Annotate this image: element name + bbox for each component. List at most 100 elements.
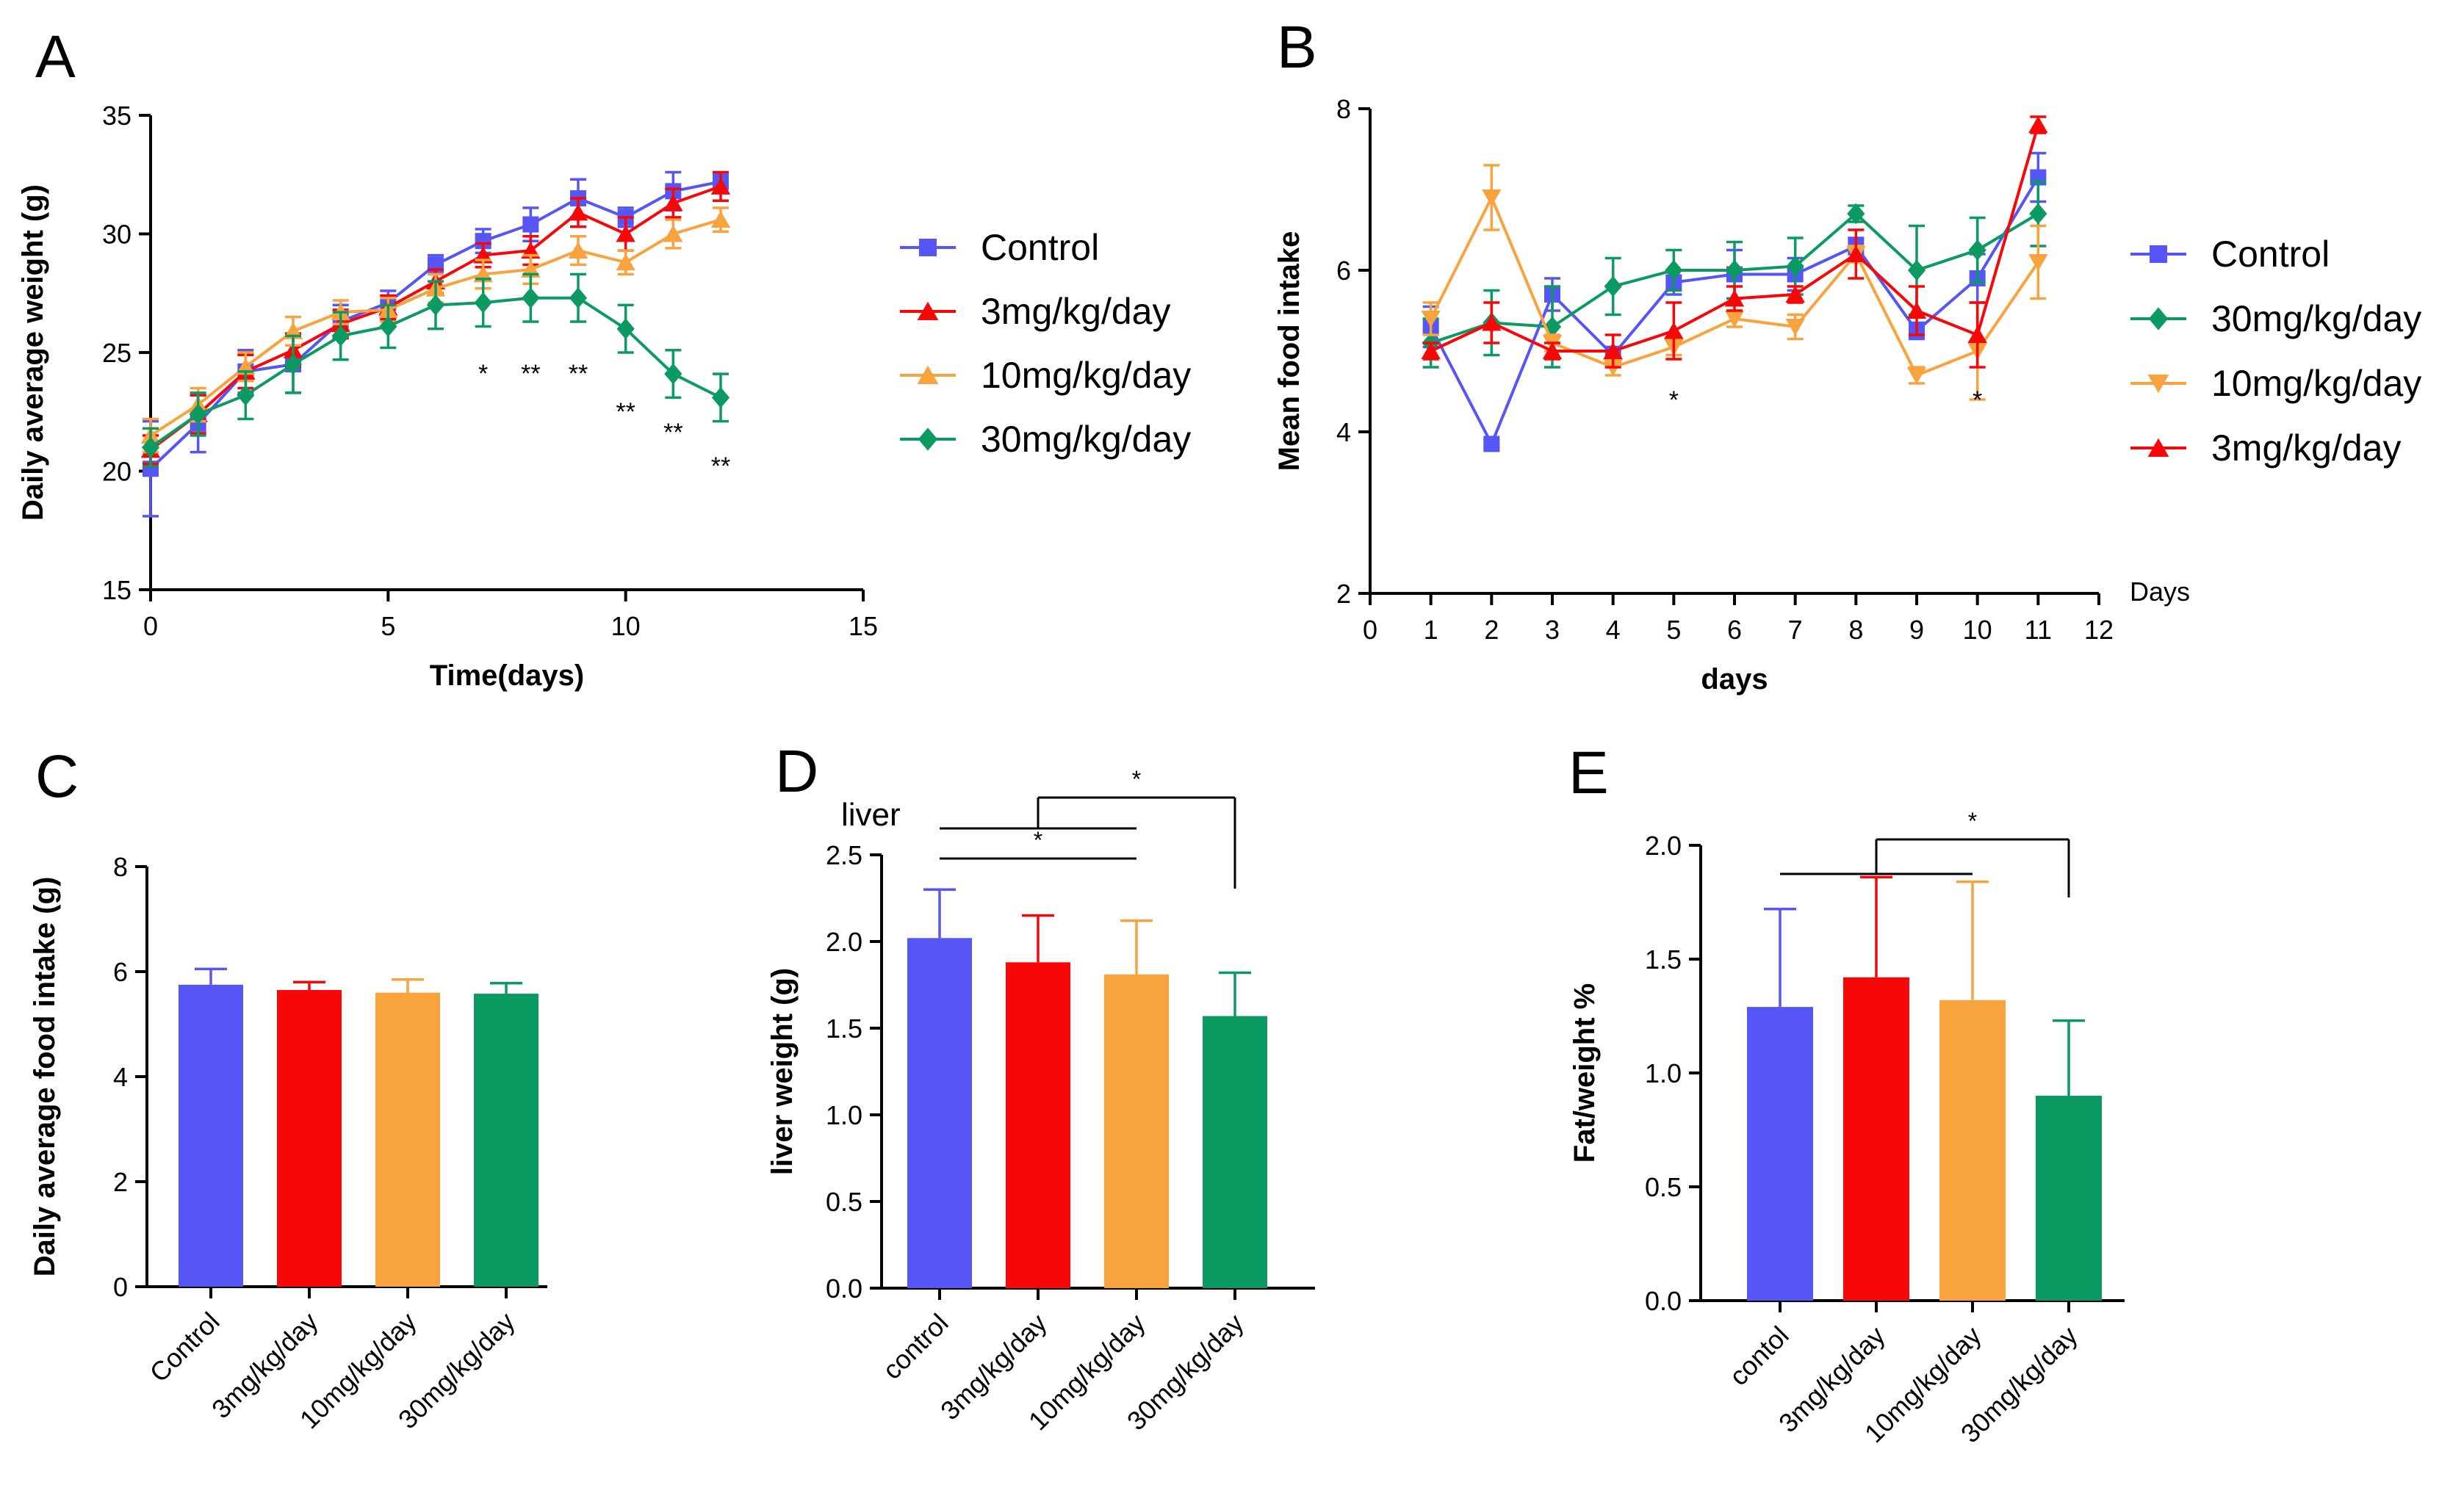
legend-label: Control xyxy=(981,227,1099,268)
significance-label: ** xyxy=(711,452,730,480)
x-tick-label: 0 xyxy=(143,611,158,641)
x-tick-label: contol xyxy=(1723,1320,1795,1392)
legend-marker xyxy=(918,427,938,451)
panel-d-liver-bar-chart: 0.00.51.01.52.02.5control3mg/kg/day10mg/… xyxy=(766,766,1315,1436)
data-point xyxy=(1482,189,1502,207)
bar-10mg-kg-day xyxy=(1104,974,1169,1288)
data-point xyxy=(569,287,588,309)
y-tick-label: 0.0 xyxy=(1645,1286,1682,1316)
data-point xyxy=(2028,254,2048,272)
data-point xyxy=(1724,311,1745,328)
bar-30mg-kg-day xyxy=(1203,1016,1267,1288)
x-tick-label: 9 xyxy=(1909,615,1924,645)
y-tick-label: 1.0 xyxy=(1645,1058,1682,1088)
series-3mg-kg-day xyxy=(1421,115,2048,369)
significance-label: * xyxy=(478,360,488,388)
y-tick-label: 6 xyxy=(1336,256,1351,286)
bar-3mg-kg-day xyxy=(277,990,342,1287)
x-tick-label: 15 xyxy=(849,611,878,641)
axis-note: Days xyxy=(2130,577,2190,607)
data-point xyxy=(1785,319,1805,336)
bar-control xyxy=(907,938,972,1288)
data-point xyxy=(2029,203,2047,225)
data-point xyxy=(1421,311,1441,328)
significance-label: * xyxy=(1968,808,1977,834)
legend-marker xyxy=(2147,375,2169,394)
bar-3mg-kg-day xyxy=(1006,962,1070,1288)
y-tick-label: 15 xyxy=(102,575,132,605)
y-tick-label: 0 xyxy=(113,1272,128,1302)
y-axis-title: liver weight (g) xyxy=(766,968,799,1175)
y-axis-title: Fat/weight % xyxy=(1568,983,1601,1163)
data-point xyxy=(711,387,730,408)
data-point xyxy=(522,216,539,233)
data-point xyxy=(1664,322,1684,339)
data-point xyxy=(616,225,635,242)
significance-label: * xyxy=(1132,766,1141,792)
bar-10mg-kg-day xyxy=(375,992,440,1287)
data-point xyxy=(1604,275,1622,297)
bar-30mg-kg-day xyxy=(2036,1096,2102,1301)
data-point xyxy=(616,318,635,339)
data-point xyxy=(1725,259,1744,281)
data-point xyxy=(1967,325,1987,343)
panel-e-fat-bar-chart: 0.00.51.01.52.0contol3mg/kg/day10mg/kg/d… xyxy=(1568,808,2125,1448)
x-tick-label: Control xyxy=(144,1307,226,1388)
x-axis-title: Time(days) xyxy=(430,659,584,692)
y-tick-label: 0.5 xyxy=(826,1187,862,1217)
significance-label: ** xyxy=(616,398,635,426)
x-tick-label: 5 xyxy=(381,611,395,641)
legend-marker xyxy=(2147,438,2169,457)
data-point xyxy=(1906,301,1927,319)
x-tick-label: control xyxy=(876,1308,954,1385)
data-point xyxy=(474,292,492,314)
panel-label-c: C xyxy=(35,743,79,810)
data-point xyxy=(141,436,160,458)
data-point xyxy=(237,384,255,406)
y-tick-label: 1.0 xyxy=(826,1100,862,1130)
x-axis-title: days xyxy=(1701,663,1768,695)
legend-label: Control xyxy=(2211,234,2330,275)
x-tick-label: 1 xyxy=(1424,615,1438,645)
legend-label: 3mg/kg/day xyxy=(2211,427,2401,469)
data-point xyxy=(1724,289,1745,307)
y-tick-label: 0.5 xyxy=(1645,1172,1682,1202)
significance-bracket: * xyxy=(1780,808,2070,897)
legend-label: 3mg/kg/day xyxy=(981,291,1170,332)
y-tick-label: 2 xyxy=(113,1167,128,1197)
x-tick-label: 4 xyxy=(1606,615,1621,645)
y-axis-title: Mean food intake xyxy=(1273,231,1305,471)
data-point xyxy=(1786,256,1804,277)
y-tick-label: 8 xyxy=(1336,94,1351,124)
bar-control xyxy=(179,984,243,1287)
data-point xyxy=(1785,285,1805,303)
significance-label: ** xyxy=(663,419,682,447)
data-point xyxy=(663,194,683,212)
significance-label: ** xyxy=(521,360,540,388)
y-tick-label: 30 xyxy=(102,220,132,250)
y-tick-label: 35 xyxy=(102,101,132,131)
y-tick-label: 25 xyxy=(102,338,132,368)
y-tick-label: 6 xyxy=(113,957,128,987)
y-tick-label: 2.0 xyxy=(1645,831,1682,861)
data-point xyxy=(426,294,445,316)
data-point xyxy=(1907,259,1926,281)
y-tick-label: 2.0 xyxy=(826,927,862,957)
legend-marker xyxy=(917,365,939,384)
data-point xyxy=(1906,367,1927,385)
series-30mg-kg-day xyxy=(1422,180,2047,369)
y-axis-title: Daily average food intake (g) xyxy=(29,877,61,1277)
x-tick-label: 11 xyxy=(2025,615,2052,645)
y-tick-label: 2.5 xyxy=(826,840,862,870)
y-tick-label: 20 xyxy=(102,457,132,487)
data-point xyxy=(2028,115,2048,133)
data-point xyxy=(1846,245,1866,262)
data-point xyxy=(331,325,350,347)
panel-label-e: E xyxy=(1568,740,1609,806)
legend-label: 10mg/kg/day xyxy=(2211,363,2421,404)
bar-3mg-kg-day xyxy=(1843,977,1909,1301)
significance-bracket: * xyxy=(940,766,1236,889)
data-point xyxy=(1603,341,1623,359)
data-point xyxy=(1483,436,1500,452)
